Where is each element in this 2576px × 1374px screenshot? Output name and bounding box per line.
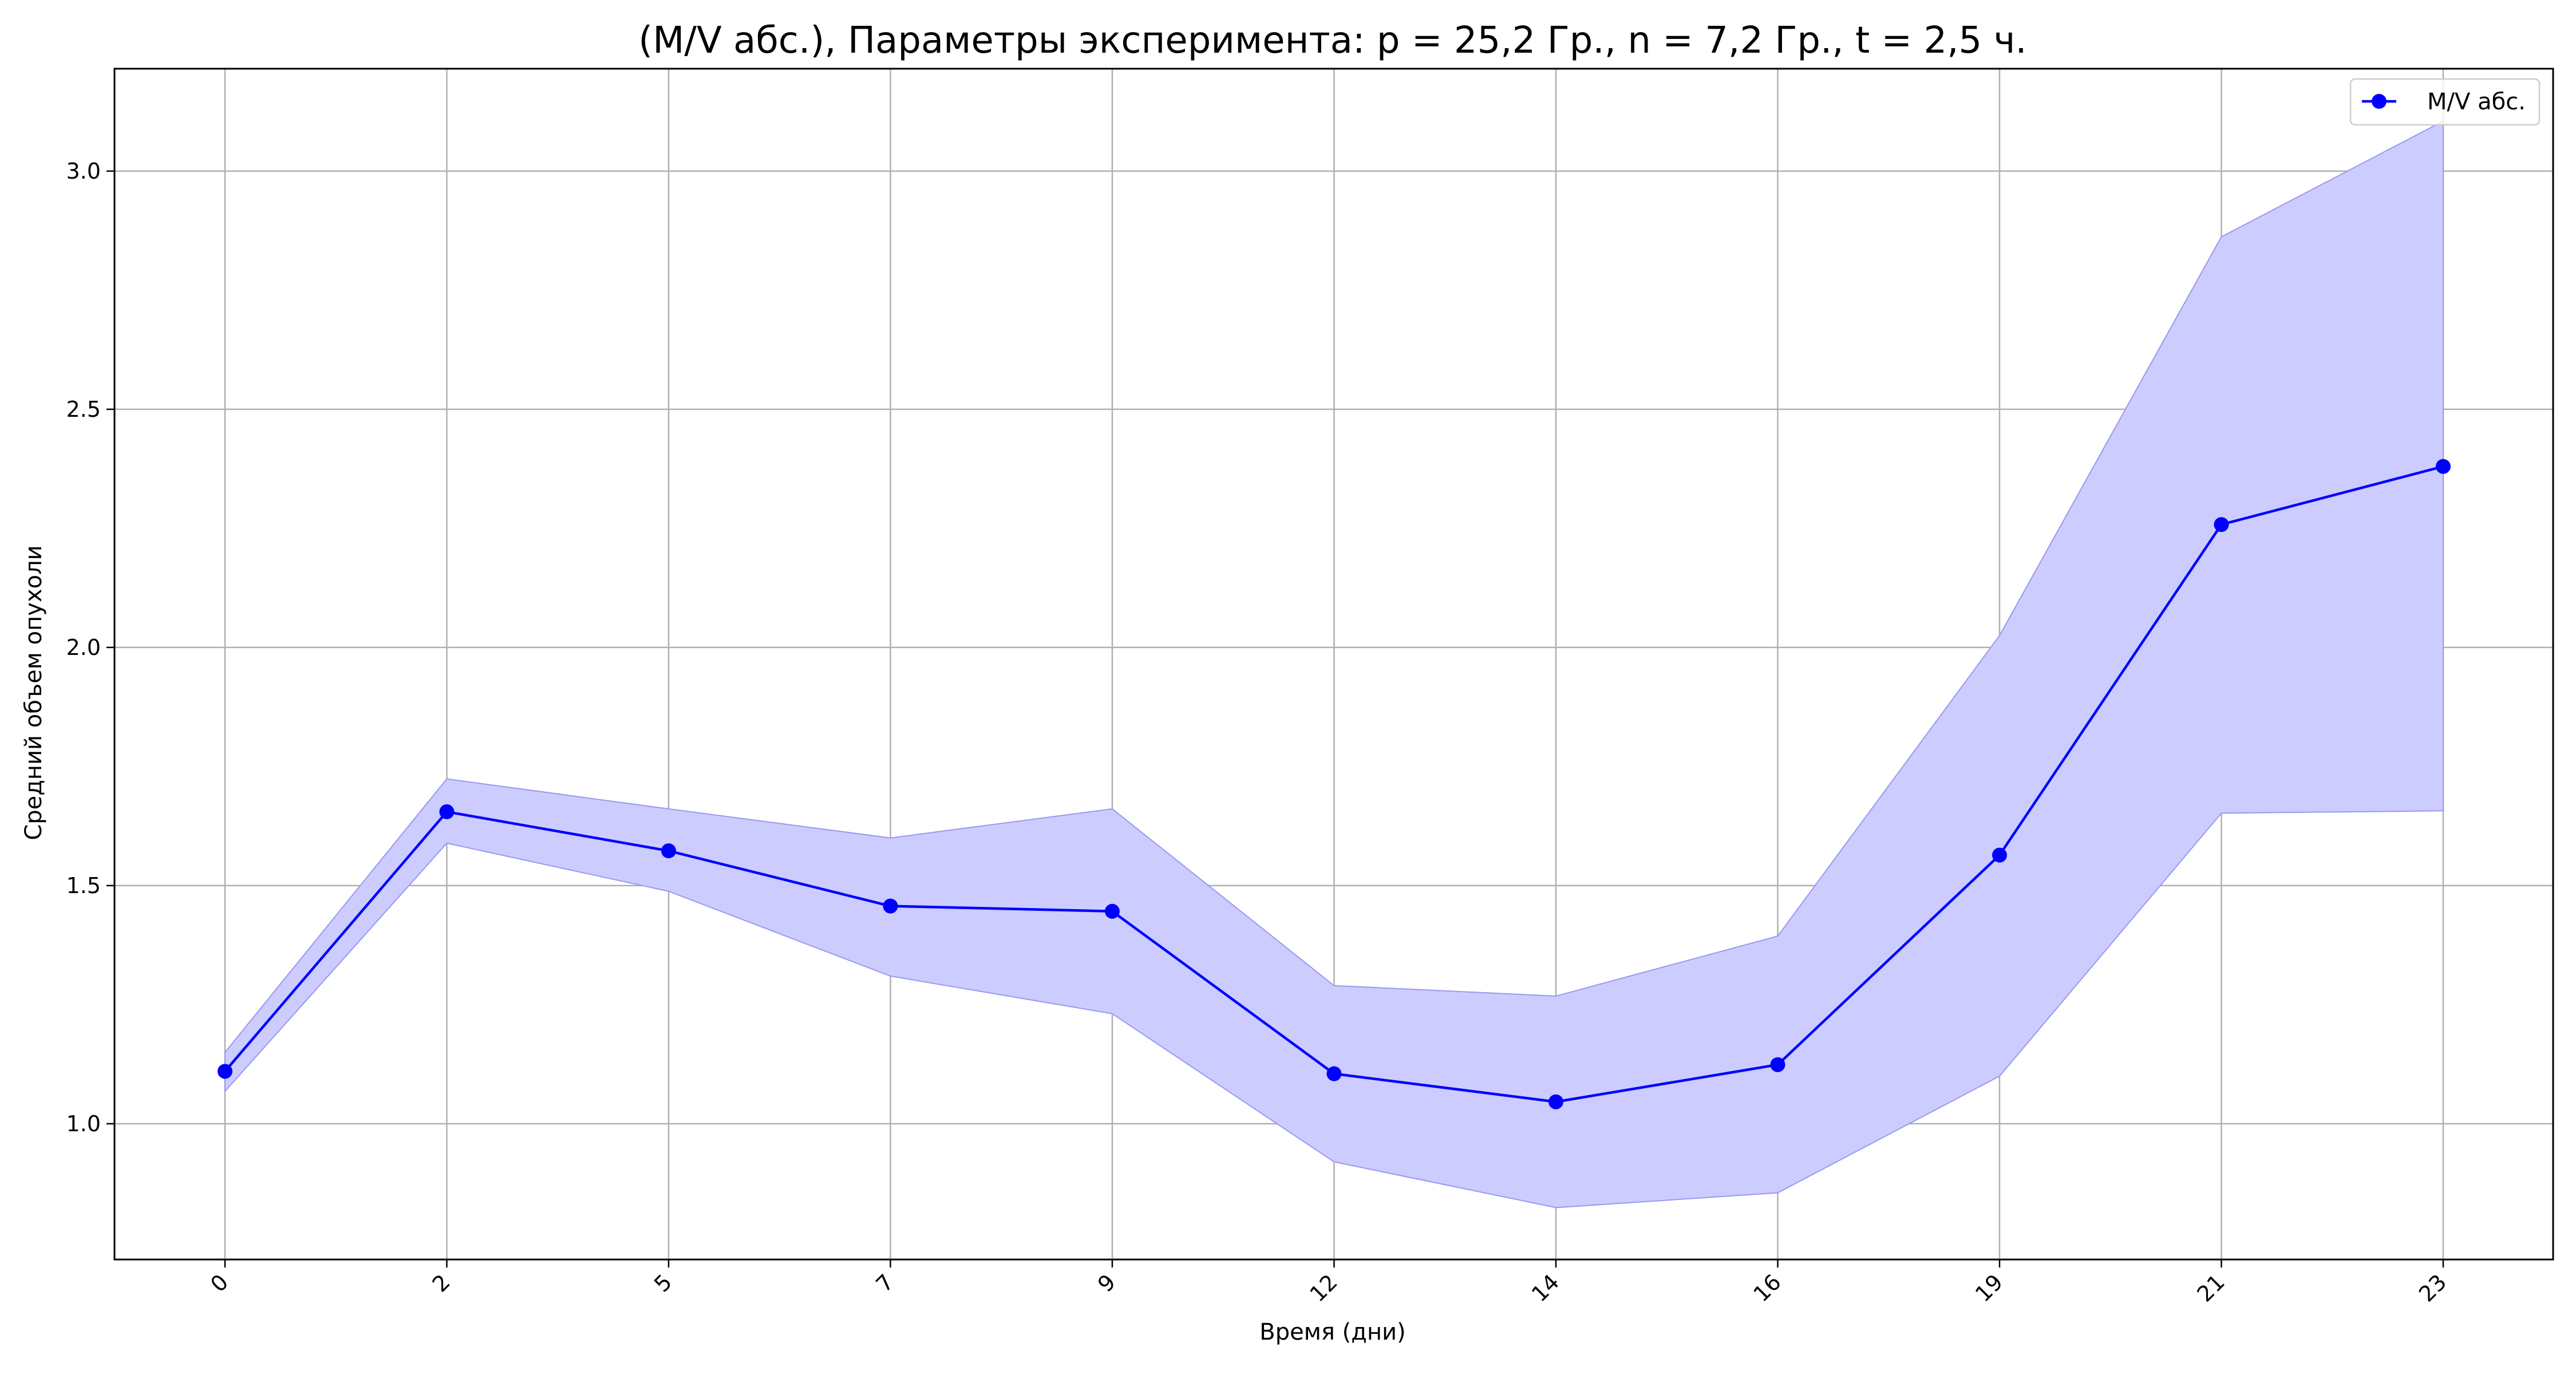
data-point: [218, 1064, 232, 1079]
x-tick-label: 9: [1093, 1269, 1120, 1297]
y-tick-label: 2.0: [66, 635, 101, 660]
x-tick-label: 23: [2414, 1269, 2451, 1306]
y-tick-label: 1.5: [66, 873, 101, 898]
data-point: [1326, 1066, 1342, 1081]
data-point: [1770, 1057, 1785, 1072]
chart-title: (M/V абс.), Параметры эксперимента: p = …: [638, 19, 2027, 62]
x-tick-label: 12: [1305, 1269, 1342, 1306]
data-point: [2214, 517, 2229, 532]
x-tick-label: 16: [1749, 1269, 1786, 1306]
data-point: [439, 804, 455, 819]
data-point: [883, 898, 898, 914]
x-tick-label: 21: [2192, 1269, 2230, 1306]
y-tick-label: 2.5: [66, 397, 101, 422]
confidence-band: [224, 120, 2444, 1209]
legend-box: [2349, 78, 2541, 126]
x-tick-label: 0: [206, 1269, 233, 1297]
data-point: [1105, 903, 1120, 919]
x-axis-ticks: 0 2 5 7 9 12 14 16 19 21 23: [206, 1260, 2451, 1307]
x-tick-label: 2: [428, 1269, 455, 1297]
y-axis-ticks: 1.0 1.5 2.0 2.5 3.0: [66, 159, 114, 1136]
data-point: [661, 843, 676, 859]
y-axis-label: Средний объем опухоли: [21, 545, 47, 840]
confidence-band-layer: [224, 120, 2444, 1209]
data-point: [2436, 459, 2451, 474]
y-tick-label: 1.0: [66, 1111, 101, 1136]
x-tick-label: 14: [1527, 1269, 1564, 1306]
x-axis-label: Время (дни): [1259, 1319, 1405, 1345]
legend-label: M/V абс.: [2427, 89, 2526, 115]
legend: M/V абс.: [2349, 78, 2541, 126]
x-tick-label: 7: [871, 1269, 899, 1297]
series-points-layer: [218, 459, 2451, 1110]
data-point: [1992, 847, 2007, 863]
x-tick-label: 5: [649, 1269, 677, 1297]
x-tick-label: 19: [1970, 1269, 2008, 1306]
y-tick-label: 3.0: [66, 159, 101, 184]
legend-marker: [2372, 94, 2387, 109]
data-point: [1548, 1094, 1563, 1110]
